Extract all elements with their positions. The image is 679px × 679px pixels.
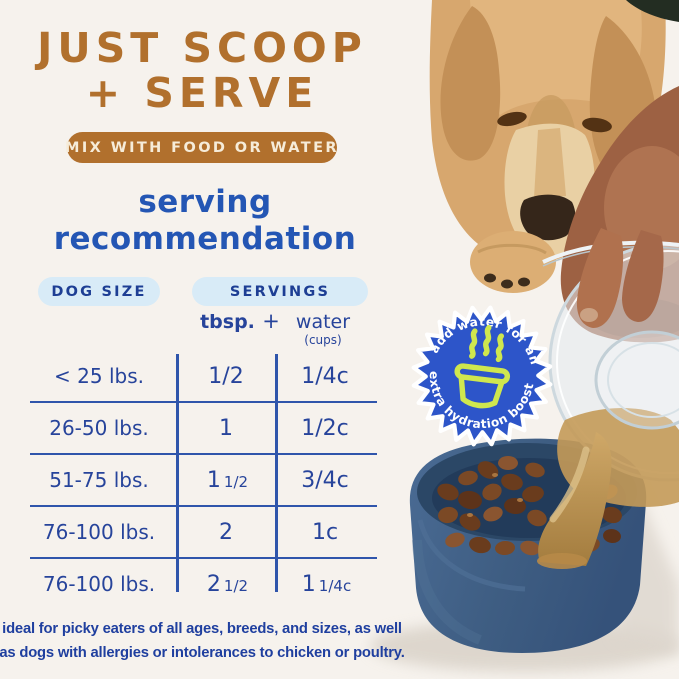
column-header-dog-size: DOG SIZE — [38, 277, 160, 306]
dog-eye-right — [582, 117, 612, 133]
cell-tbsp: 2 1/2 — [206, 571, 249, 597]
dog-eye-left — [497, 111, 527, 127]
steaming-bowl-icon — [454, 325, 511, 409]
cell-water: 1/2c — [301, 415, 349, 441]
title-line-2: + SERVE — [85, 69, 319, 118]
subheader-water-unit: (cups) — [304, 333, 342, 347]
subheader-plus: + — [262, 309, 280, 333]
cell-dog-size: 51-75 lbs. — [49, 468, 149, 492]
cell-tbsp: 2 — [219, 519, 233, 545]
cell-water: 1c — [311, 519, 339, 545]
cell-dog-size: < 25 lbs. — [54, 364, 144, 388]
cell-water: 1 1/4c — [301, 571, 352, 597]
table-row: 76-100 lbs. 2 1c — [30, 505, 377, 557]
footer-line-2: as dogs with allergies or intolerances t… — [0, 644, 405, 661]
cell-water: 3/4c — [301, 467, 349, 493]
mix-badge-label: MIX WITH FOOD OR WATER — [65, 139, 339, 156]
bowl-rim-highlight — [417, 519, 526, 592]
table-row: < 25 lbs. 1/2 1/4c — [30, 351, 377, 401]
cell-dog-size: 26-50 lbs. — [49, 416, 149, 440]
starburst-shape — [411, 305, 553, 447]
section-heading: serving recommendation — [3, 184, 407, 257]
table-row: 51-75 lbs. 1 1/2 3/4c — [30, 453, 377, 505]
section-heading-line-1: serving — [138, 184, 272, 220]
cell-tbsp: 1 — [219, 415, 233, 441]
cell-dog-size: 76-100 lbs. — [42, 520, 156, 544]
cell-water: 1/4c — [301, 363, 349, 389]
broth-splash — [537, 553, 587, 569]
fingers — [576, 228, 664, 328]
column-header-servings: SERVINGS — [192, 277, 368, 306]
table-row: 26-50 lbs. 1 1/2c — [30, 401, 377, 453]
bowl-side-highlight — [412, 539, 482, 645]
glass-base-ring — [594, 330, 679, 430]
footer-note: ideal for picky eaters of all ages, bree… — [0, 618, 405, 665]
mix-with-food-badge: MIX WITH FOOD OR WATER — [65, 132, 339, 163]
dog-ear-left — [440, 6, 501, 161]
serving-table: < 25 lbs. 1/2 1/4c 26-50 lbs. 1 1/2c 51-… — [30, 351, 377, 609]
dog-nose-bridge — [534, 128, 566, 198]
broth-stream — [537, 432, 612, 569]
dog-nose — [520, 194, 576, 241]
subheader-tbsp: tbsp. — [200, 311, 255, 333]
dog-paw — [470, 231, 556, 293]
table-divider-vertical-2 — [275, 354, 278, 592]
table-row: 76-100 lbs. 2 1/2 1 1/4c — [30, 557, 377, 609]
cell-tbsp: 1 1/2 — [206, 467, 249, 493]
footer-line-1: ideal for picky eaters of all ages, bree… — [2, 621, 402, 637]
page-title: JUST SCOOP + SERVE — [0, 24, 404, 118]
subheader-water: water — [295, 311, 351, 333]
dog-collar — [626, 0, 679, 22]
cell-dog-size: 76-100 lbs. — [42, 572, 156, 596]
hydration-badge: add water for an extra hydration boost — [411, 305, 553, 447]
table-divider-vertical-1 — [176, 354, 179, 592]
cell-tbsp: 1/2 — [208, 363, 244, 389]
title-line-1: JUST SCOOP — [37, 24, 367, 72]
section-heading-line-2: recommendation — [53, 220, 357, 257]
